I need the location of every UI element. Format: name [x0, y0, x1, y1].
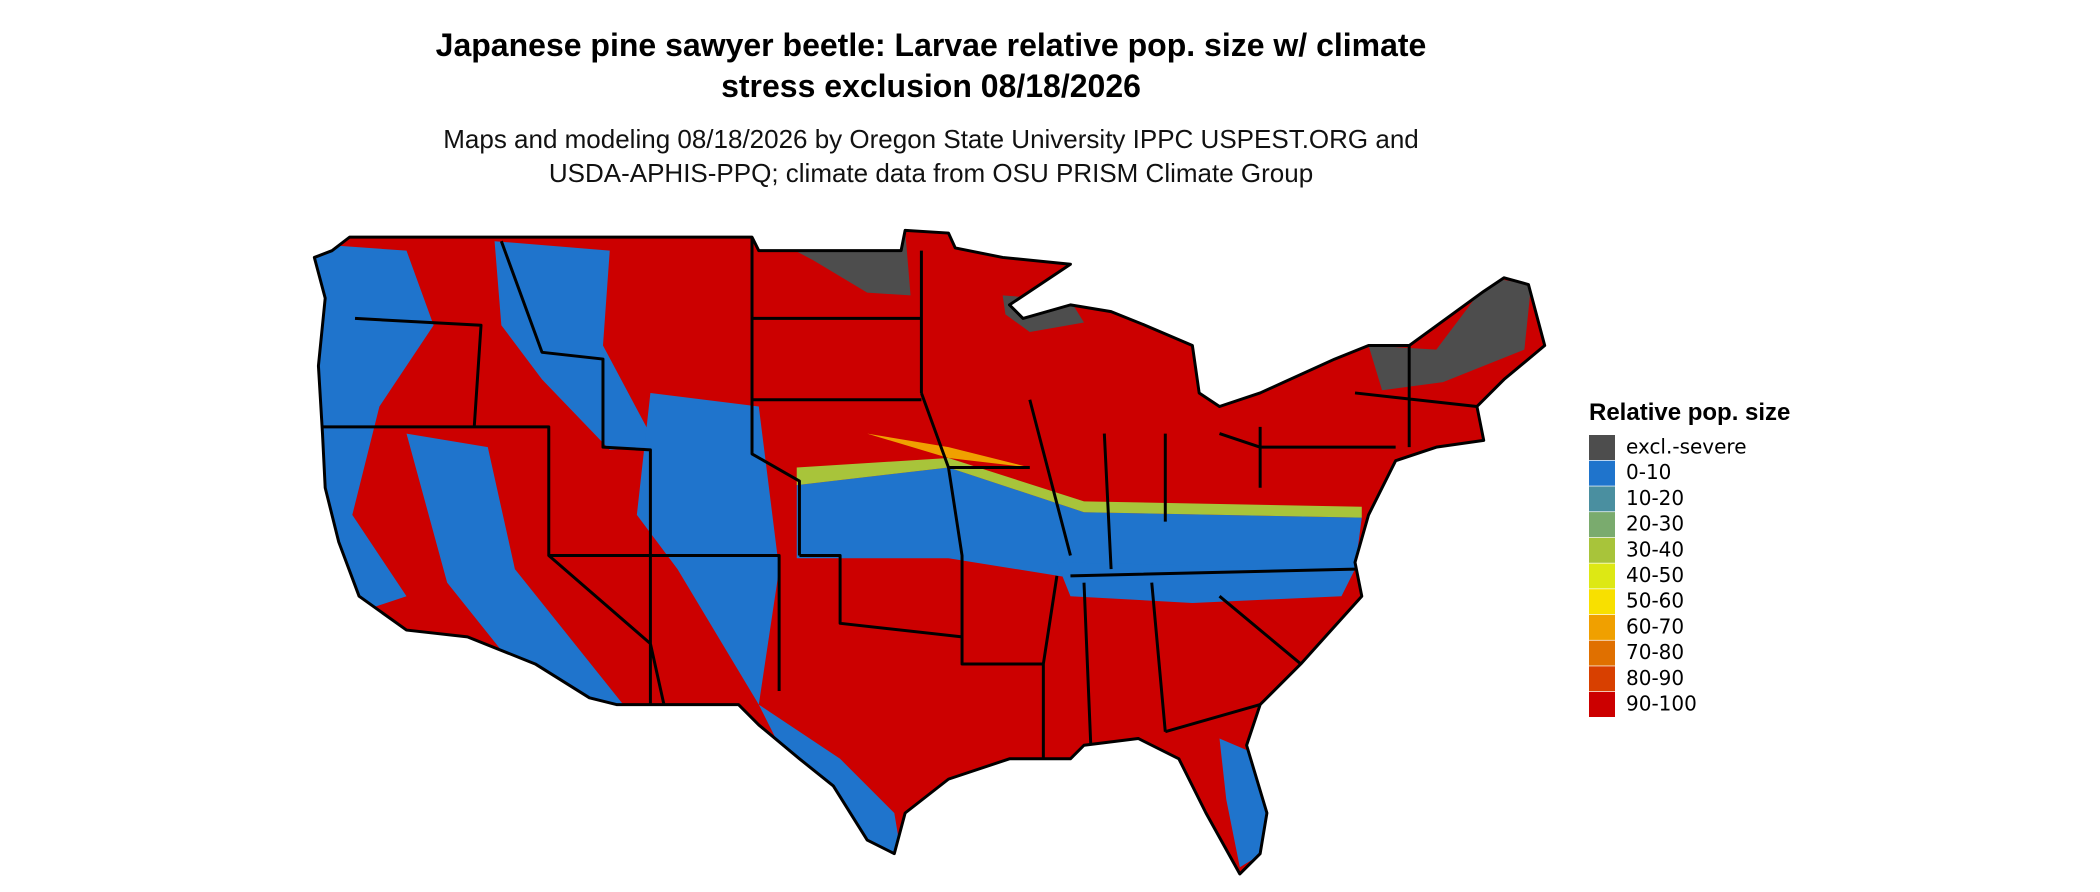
subtitle-line-2: USDA-APHIS-PPQ; climate data from OSU PR… — [549, 158, 1313, 188]
legend-swatch — [1589, 692, 1615, 717]
legend-swatch — [1589, 460, 1615, 486]
legend-label: 0-10 — [1626, 460, 1671, 484]
legend-swatch — [1589, 435, 1615, 460]
title-line-2: stress exclusion 08/18/2026 — [721, 68, 1141, 104]
legend-label: 50-60 — [1626, 589, 1684, 613]
legend-label: 30-40 — [1626, 537, 1684, 561]
legend: excl.-severe0-1010-2020-3030-4040-5050-6… — [1589, 435, 1747, 717]
legend-label: 10-20 — [1626, 486, 1684, 510]
legend-label: 60-70 — [1626, 614, 1684, 638]
legend-swatch — [1589, 589, 1615, 615]
map-fill — [314, 230, 1545, 874]
legend-swatch — [1589, 512, 1615, 538]
region-low — [796, 467, 1362, 580]
region-mid — [867, 433, 1030, 468]
region-low — [758, 704, 902, 854]
legend-swatch — [1589, 666, 1615, 692]
legend-label: 80-90 — [1626, 666, 1684, 690]
legend-swatch — [1589, 537, 1615, 563]
region-low — [494, 241, 658, 450]
legend-label: 70-80 — [1626, 640, 1684, 664]
us-map — [312, 228, 1547, 876]
legend-title: Relative pop. size — [1589, 399, 1790, 426]
region-mid — [796, 457, 1362, 518]
legend-swatch — [1589, 614, 1615, 640]
region-low — [406, 433, 624, 705]
region-low — [1056, 562, 1355, 603]
legend-swatch — [1589, 563, 1615, 589]
legend-label: 20-30 — [1626, 512, 1684, 536]
title-line-1: Japanese pine sawyer beetle: Larvae rela… — [436, 27, 1427, 63]
subtitle-line-1: Maps and modeling 08/18/2026 by Oregon S… — [443, 124, 1419, 154]
legend-swatch — [1589, 486, 1615, 512]
state-borders — [322, 237, 1478, 759]
legend-label: 40-50 — [1626, 563, 1684, 587]
region-low — [636, 392, 780, 705]
legend-swatch — [1589, 640, 1615, 666]
legend-label: excl.-severe — [1626, 435, 1747, 459]
legend-label: 90-100 — [1626, 692, 1697, 716]
